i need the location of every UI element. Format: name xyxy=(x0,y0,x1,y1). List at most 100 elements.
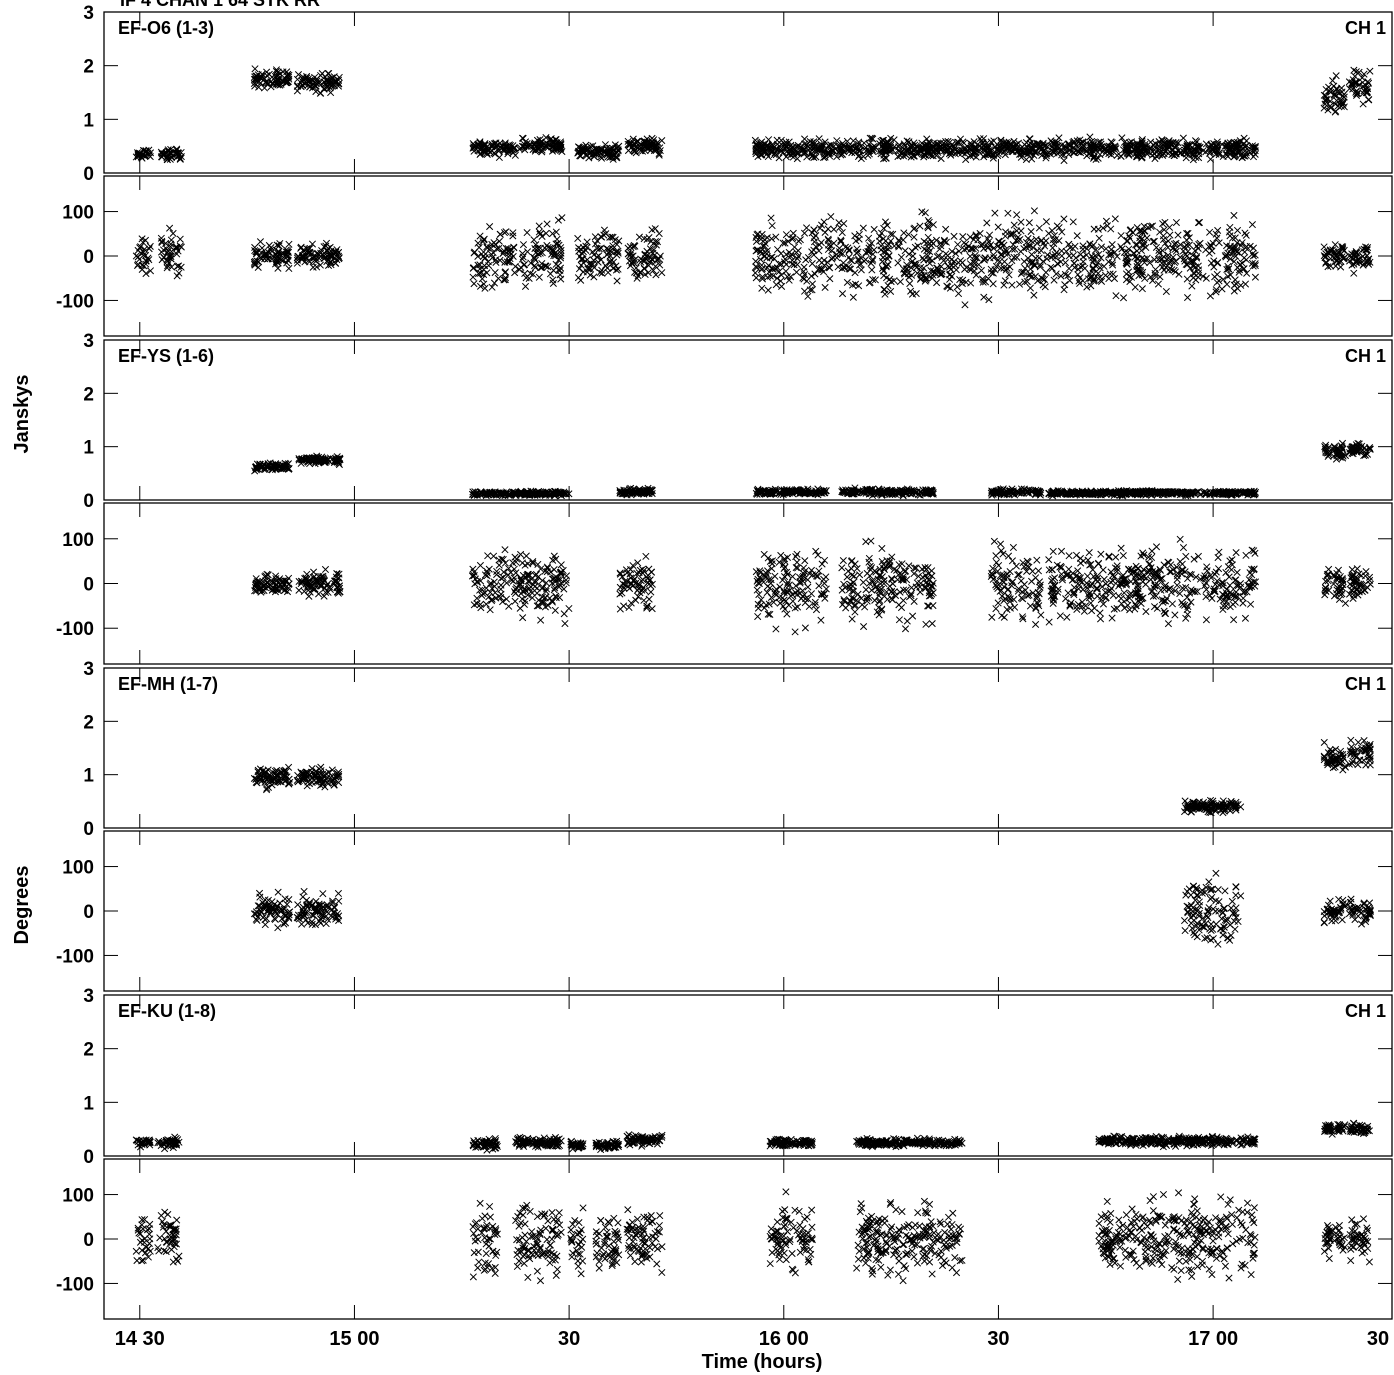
phase-point xyxy=(1042,268,1050,277)
phase-point xyxy=(896,278,904,286)
phase-point xyxy=(1123,236,1131,245)
phase-point xyxy=(554,216,562,224)
phase-point xyxy=(1009,543,1017,552)
phase-point xyxy=(1117,232,1125,240)
amplitude-point xyxy=(535,141,543,149)
phase-point xyxy=(1013,211,1021,219)
phase-point xyxy=(817,616,825,624)
y-tick-label: 2 xyxy=(83,57,94,78)
phase-point xyxy=(255,258,263,266)
amplitude-point xyxy=(519,143,528,151)
phase-point xyxy=(494,274,502,282)
phase-point xyxy=(794,603,802,611)
y-tick-label: 2 xyxy=(83,384,94,405)
phase-point xyxy=(146,267,155,275)
phase-point xyxy=(826,275,834,283)
phase-point xyxy=(1000,613,1008,621)
y-tick-label: 0 xyxy=(83,575,94,596)
phase-point xyxy=(1183,294,1192,302)
amplitude-point xyxy=(142,152,150,160)
amplitude-point xyxy=(530,145,538,153)
phase-point xyxy=(649,249,657,257)
phase-point xyxy=(506,246,515,254)
amplitude-point xyxy=(1366,67,1374,75)
phase-point xyxy=(907,287,915,295)
phase-point xyxy=(818,560,826,568)
phase-point xyxy=(1066,276,1074,285)
phase-point xyxy=(576,253,584,261)
phase-point xyxy=(536,264,545,272)
phase-point xyxy=(635,233,643,241)
phase-point xyxy=(293,254,301,262)
phase-point xyxy=(793,261,801,269)
phase-point xyxy=(1032,604,1040,613)
phase-point xyxy=(800,229,809,237)
phase-point xyxy=(774,245,782,254)
amplitude-point xyxy=(495,153,503,162)
phase-point xyxy=(157,248,166,256)
phase-point xyxy=(590,263,598,272)
amplitude-point xyxy=(257,79,265,87)
phase-point xyxy=(767,214,775,222)
phase-point xyxy=(1154,280,1163,288)
phase-point xyxy=(1251,273,1259,281)
phase-point xyxy=(531,583,539,591)
phase-point xyxy=(1012,562,1020,570)
phase-point xyxy=(609,264,618,272)
phase-point xyxy=(912,289,920,298)
phase-point xyxy=(600,226,609,234)
phase-point xyxy=(522,552,530,560)
phase-point xyxy=(591,233,599,241)
phase-point xyxy=(1025,219,1033,227)
amplitude-point xyxy=(1249,153,1258,161)
phase-point xyxy=(812,547,820,555)
amplitude-point xyxy=(630,145,638,153)
amplitude-point xyxy=(860,139,868,147)
phase-point xyxy=(495,237,503,245)
phase-point xyxy=(535,273,543,281)
y-tick-label: 3 xyxy=(83,331,94,352)
phase-point xyxy=(801,624,809,632)
phase-point xyxy=(256,238,265,246)
phase-point xyxy=(480,280,488,288)
phase-point xyxy=(1242,231,1250,239)
amplitude-point xyxy=(501,142,510,151)
phase-point xyxy=(535,228,543,236)
phase-point xyxy=(990,537,998,545)
phase-point xyxy=(322,242,330,250)
phase-point xyxy=(838,586,846,594)
amplitude-point xyxy=(765,136,773,144)
phase-point xyxy=(479,238,487,246)
amplitude-point xyxy=(272,67,280,76)
amplitude-point xyxy=(1240,134,1248,142)
phase-point xyxy=(556,271,564,279)
amplitude-point xyxy=(1182,154,1190,162)
phase-point xyxy=(598,269,606,277)
phase-point xyxy=(942,225,950,233)
amplitude-point xyxy=(1158,136,1166,144)
y-axis-label-degrees: Degrees xyxy=(11,866,33,945)
phase-point xyxy=(955,247,963,255)
phase-point xyxy=(1213,270,1221,279)
phase-point xyxy=(1206,228,1214,236)
phase-point xyxy=(558,214,566,222)
amplitude-point xyxy=(1149,141,1157,149)
phase-point xyxy=(1149,237,1157,246)
amplitude-point xyxy=(538,148,546,156)
phase-point xyxy=(946,275,954,283)
phase-point xyxy=(537,616,545,624)
phase-point xyxy=(821,594,829,602)
phase-point xyxy=(772,585,780,593)
phase-point xyxy=(486,606,494,614)
phase-point xyxy=(327,259,335,267)
phase-point xyxy=(845,253,853,261)
phase-point xyxy=(859,224,867,232)
amplitude-point xyxy=(631,148,639,156)
phase-point xyxy=(827,213,835,221)
y-tick-label: 0 xyxy=(83,247,94,268)
phase-point xyxy=(544,263,552,271)
phase-point xyxy=(772,625,780,633)
phase-point xyxy=(961,265,969,273)
